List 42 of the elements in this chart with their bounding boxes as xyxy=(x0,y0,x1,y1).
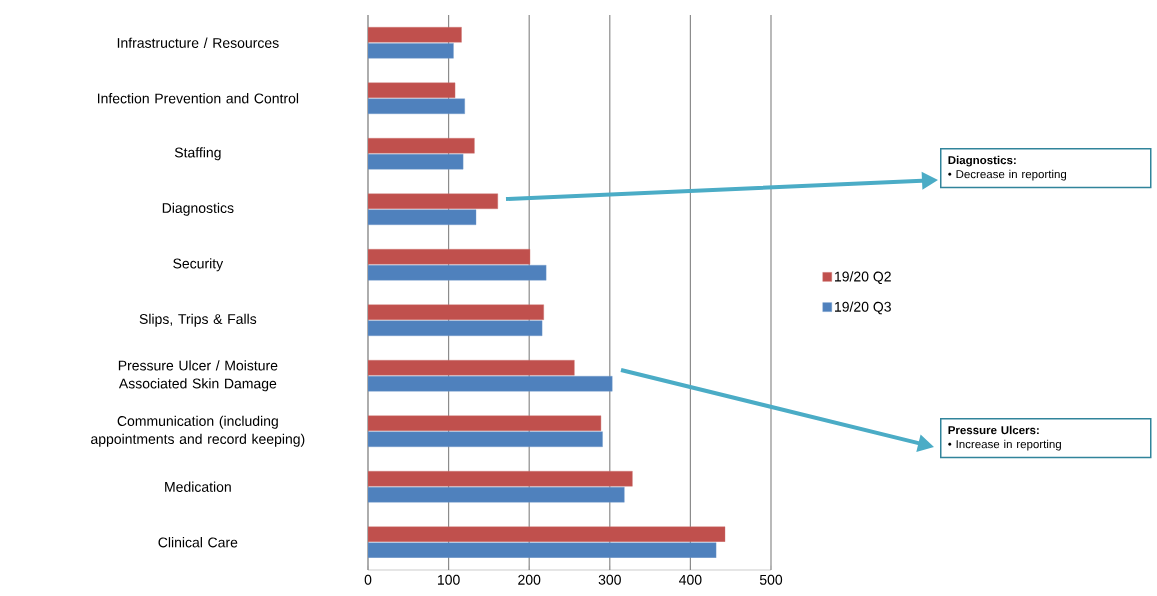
bar xyxy=(368,27,462,43)
x-tick-label: 0 xyxy=(364,574,372,585)
y-tick-label: Security xyxy=(173,258,224,272)
bar xyxy=(368,43,454,59)
bar xyxy=(368,265,547,281)
y-tick-label: Infection Prevention and Control xyxy=(97,93,299,104)
bar xyxy=(368,82,456,98)
bar xyxy=(368,526,726,542)
y-tick-label: Medication xyxy=(165,481,231,492)
legend-label: 19/20 Q3 xyxy=(835,301,891,315)
x-tick-label: 500 xyxy=(759,574,783,585)
legend-label: 19/20 Q2 xyxy=(835,271,891,285)
bar xyxy=(368,487,625,503)
text: Pressure Ulcers: xyxy=(948,425,1039,435)
y-tick-label: Diagnostics xyxy=(162,202,234,216)
bar xyxy=(368,249,531,265)
bar xyxy=(368,138,475,154)
bar xyxy=(368,431,603,447)
bar xyxy=(368,304,544,320)
x-tick-label: 200 xyxy=(518,574,541,585)
bar xyxy=(368,376,613,392)
text: Diagnostics: xyxy=(948,155,1016,167)
x-tick-label: 100 xyxy=(437,574,460,585)
text: • Increase in reporting xyxy=(948,439,1061,451)
y-tick-label: Staffing xyxy=(174,147,221,161)
y-tick-label: Infrastructure / Resources xyxy=(117,37,279,48)
bar xyxy=(368,360,575,376)
bar xyxy=(368,320,543,336)
bar xyxy=(368,154,464,170)
x-tick-label: 400 xyxy=(679,574,702,585)
y-tick-label: Communication (including appointments and record keeping) xyxy=(91,415,305,447)
bar xyxy=(368,415,602,431)
y-tick-label: Clinical Care xyxy=(158,537,238,548)
y-tick-label: Slips, Trips & Falls xyxy=(139,313,257,327)
x-tick-label: 300 xyxy=(598,574,621,585)
bar xyxy=(368,98,465,114)
bar xyxy=(368,471,633,487)
bar xyxy=(368,209,477,225)
bar xyxy=(368,193,498,209)
text: • Decrease in reporting xyxy=(948,169,1067,181)
bar xyxy=(368,542,717,558)
y-tick-label: Pressure Ulcer / Moisture Associated Skin Damage xyxy=(118,360,278,392)
